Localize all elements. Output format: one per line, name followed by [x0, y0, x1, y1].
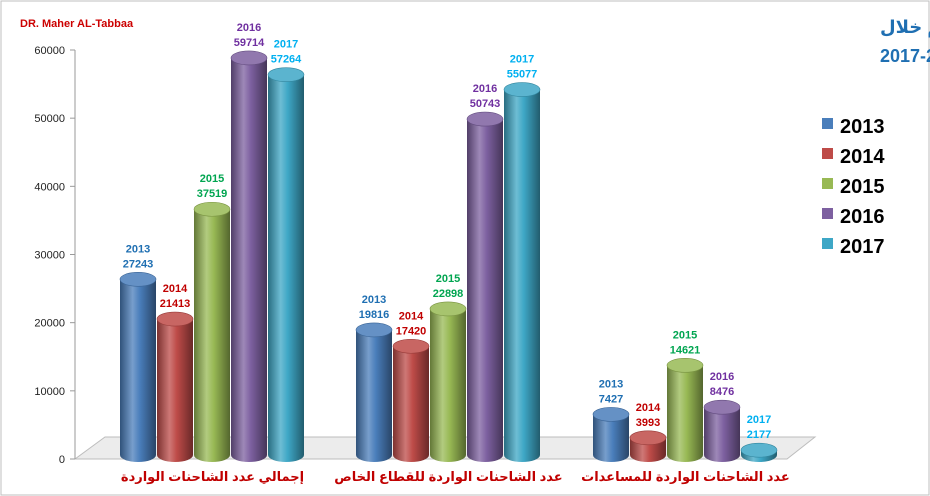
bar-2013 [593, 414, 629, 462]
legend-swatch [822, 238, 833, 249]
y-tick-label: 0 [59, 454, 65, 466]
bar-top-2013 [119, 271, 157, 287]
bar-2015 [194, 209, 230, 462]
data-label-year: 2016 [237, 22, 261, 34]
data-label-year: 2015 [436, 273, 460, 285]
bar-top-2016 [230, 50, 268, 66]
bar-2015 [667, 365, 703, 462]
data-label-value: 7427 [599, 393, 623, 405]
bar-2014 [393, 346, 429, 462]
data-label-value: 8476 [710, 386, 734, 398]
title-line-1: إجمالى عدد الشاحنات الواردة عبر معبر كرم… [880, 15, 930, 38]
author-label: DR. Maher AL-Tabbaa [20, 18, 134, 30]
data-label-year: 2014 [163, 283, 188, 295]
legend-swatch [822, 118, 833, 129]
bar-2015 [430, 308, 466, 462]
data-label-value: 17420 [396, 325, 427, 337]
bar-2017 [268, 74, 304, 463]
bar-2014 [157, 319, 193, 462]
bar-2016 [704, 407, 740, 462]
data-label-year: 2016 [473, 83, 497, 95]
y-tick-label: 40000 [34, 181, 65, 193]
category-label: إجمالي عدد الشاحنات الواردة [121, 469, 304, 484]
bar-2016 [467, 119, 503, 463]
bar-top-2017 [267, 67, 305, 82]
data-label-value: 21413 [160, 298, 191, 310]
data-label-year: 2013 [362, 294, 386, 306]
y-tick-label: 50000 [34, 113, 65, 125]
data-label-year: 2015 [673, 329, 697, 341]
bar-top-2014 [156, 311, 194, 327]
data-label-value: 55077 [507, 69, 538, 81]
y-tick-label: 20000 [34, 318, 65, 330]
data-label-year: 2013 [126, 243, 150, 255]
bar-2016 [231, 57, 267, 463]
data-label-year: 2017 [747, 414, 771, 426]
bar-top-2016 [703, 399, 741, 415]
bar-top-2013 [355, 322, 393, 338]
bar-top-2014 [629, 430, 667, 446]
data-label-value: 19816 [359, 309, 390, 321]
y-tick-label: 10000 [34, 386, 65, 398]
y-tick-label: 30000 [34, 250, 65, 262]
data-label-year: 2014 [399, 310, 424, 322]
data-label-value: 3993 [636, 417, 660, 429]
bar-top-2015 [429, 301, 467, 317]
legend-swatch [822, 148, 833, 159]
data-label-value: 57264 [271, 54, 302, 66]
bar-top-2017 [740, 442, 778, 458]
legend-label: 2014 [840, 146, 885, 168]
data-label-value: 50743 [470, 98, 501, 110]
data-label-year: 2013 [599, 378, 623, 390]
category-label: عدد الشاحنات الواردة للقطاع الخاص [334, 469, 562, 484]
bar-top-2015 [666, 358, 704, 373]
data-label-year: 2017 [274, 39, 298, 51]
data-label-value: 14621 [670, 344, 701, 356]
title-line-2: النصف الأول من أعوام 2013-2014-2015-2016… [880, 44, 930, 67]
legend-swatch [822, 178, 833, 189]
bar-2017 [504, 89, 540, 463]
category-label: عدد الشاحنات الواردة للمساعدات [581, 469, 790, 484]
legend-label: 2015 [840, 176, 885, 198]
data-label-year: 2014 [636, 402, 661, 414]
bar-2013 [356, 329, 392, 462]
data-label-value: 59714 [234, 37, 265, 49]
bar-top-2015 [193, 201, 231, 217]
data-label-year: 2017 [510, 54, 534, 66]
legend-label: 2017 [840, 236, 885, 258]
bar-top-2013 [592, 407, 630, 422]
bar-2013 [120, 279, 156, 462]
legend-label: 2013 [840, 116, 885, 138]
y-tick-label: 60000 [34, 45, 65, 57]
data-label-year: 2015 [200, 173, 224, 185]
bar-top-2014 [392, 338, 430, 354]
data-label-value: 22898 [433, 288, 464, 300]
data-label-value: 37519 [197, 188, 228, 200]
data-label-value: 27243 [123, 258, 154, 270]
legend-label: 2016 [840, 206, 885, 228]
data-label-year: 2016 [710, 371, 734, 383]
legend-swatch [822, 208, 833, 219]
bar-top-2016 [466, 111, 504, 127]
data-label-value: 2177 [747, 429, 771, 441]
bar-top-2017 [503, 82, 541, 97]
